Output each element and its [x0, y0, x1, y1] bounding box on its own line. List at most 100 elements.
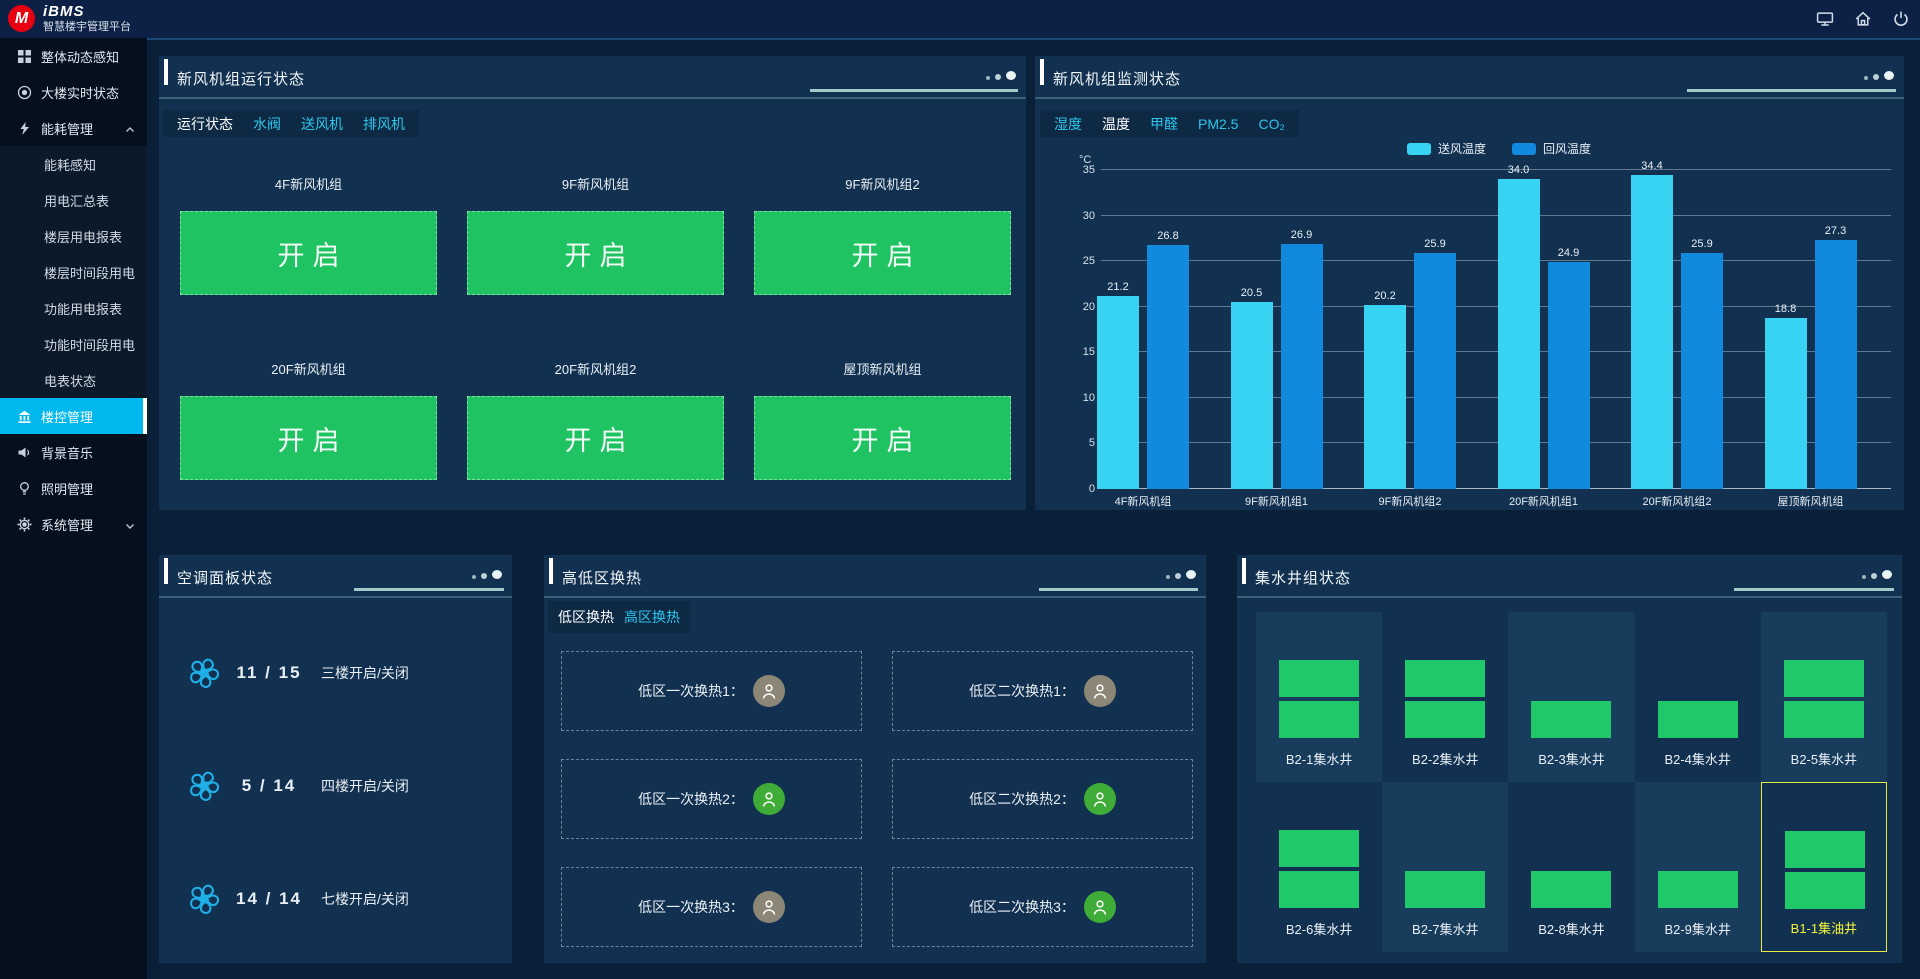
- unit-power-button[interactable]: 开启: [754, 211, 1011, 295]
- ac-row-1[interactable]: 5 / 14 四楼开启/关闭: [159, 764, 512, 808]
- fan-icon: [185, 767, 223, 805]
- grid-icon: [17, 49, 32, 64]
- sidebar-item-4[interactable]: 背景音乐: [0, 434, 147, 470]
- panel-sump-wells: 集水井组状态 B2-1集水井 B2-2集水井 B2-3集水井 B2-4集水井 B2-5集…: [1237, 555, 1902, 963]
- monitor-icon[interactable]: [1816, 10, 1834, 28]
- pump-status-bar: [1783, 701, 1864, 738]
- unit-power-button[interactable]: 开启: [180, 396, 437, 480]
- chevron-up-icon: [125, 123, 135, 133]
- sidebar-item-label: 楼控管理: [41, 409, 94, 425]
- sidebar-item-3[interactable]: 楼控管理: [0, 398, 147, 434]
- x-category-label: 屋顶新风机组: [1777, 496, 1844, 508]
- bar-回风温度-4F新风机组: [1147, 244, 1189, 489]
- unit-power-button[interactable]: 开启: [467, 211, 724, 295]
- heat-exchange-cell-0[interactable]: 低区一次换热1：: [561, 651, 862, 731]
- well-card-2[interactable]: B2-3集水井: [1508, 612, 1635, 782]
- tab-monitor-3[interactable]: PM2.5: [1198, 115, 1239, 132]
- pump-status-bar: [1405, 660, 1486, 697]
- heat-exchange-cell-3[interactable]: 低区二次换热2：: [892, 759, 1193, 839]
- panel-header: 高低区换热: [544, 555, 1206, 598]
- panel-title: 新风机组运行状态: [177, 71, 306, 88]
- sidebar-item-2[interactable]: 能耗管理: [0, 110, 147, 146]
- legend-item-送风温度[interactable]: 送风温度: [1407, 140, 1486, 157]
- dots-ornament-icon: [1864, 71, 1894, 80]
- well-card-1[interactable]: B2-2集水井: [1382, 612, 1508, 782]
- sidebar-item-0[interactable]: 整体动态感知: [0, 38, 147, 74]
- header-accent-bar: [1242, 558, 1246, 584]
- tab-run-2[interactable]: 送风机: [301, 115, 343, 132]
- pump-status-bar: [1279, 871, 1359, 908]
- well-card-4[interactable]: B2-5集水井: [1760, 612, 1887, 782]
- unit-power-button[interactable]: 开启: [467, 396, 724, 480]
- grid-line: [1101, 260, 1891, 262]
- sidebar-subitem-5[interactable]: 功能时间段用电: [44, 337, 136, 353]
- tab-monitor-2[interactable]: 甲醛: [1150, 115, 1178, 132]
- sidebar-subitem-4[interactable]: 功能用电报表: [44, 301, 123, 317]
- pump-status-bar: [1783, 660, 1864, 697]
- tab-hx-0[interactable]: 低区换热: [558, 609, 614, 625]
- unit-power-button[interactable]: 开启: [754, 396, 1011, 480]
- heat-exchange-label: 低区一次换热1：: [638, 683, 744, 699]
- sidebar-subitem-2[interactable]: 楼层用电报表: [44, 229, 123, 245]
- tab-monitor-0[interactable]: 湿度: [1054, 115, 1082, 132]
- tab-monitor-4[interactable]: CO₂: [1258, 115, 1285, 132]
- tab-monitor-1[interactable]: 温度: [1102, 115, 1130, 132]
- pump-status-bar: [1405, 871, 1486, 908]
- speaker-icon: [17, 445, 32, 460]
- dots-ornament-icon: [1862, 570, 1892, 579]
- well-card-0[interactable]: B2-1集水井: [1256, 612, 1383, 782]
- home-icon[interactable]: [1854, 10, 1872, 28]
- panel-ac-status: 空调面板状态 11 / 15 三楼开启/关闭 5 / 14 四楼开启/关闭 14 / 1…: [159, 555, 512, 963]
- sidebar-subitem-0[interactable]: 能耗感知: [44, 157, 97, 173]
- person-status-icon: [752, 675, 785, 707]
- well-card-5[interactable]: B2-6集水井: [1256, 782, 1382, 952]
- sidebar-item-5[interactable]: 照明管理: [0, 470, 147, 506]
- sidebar-subitem-3[interactable]: 楼层时间段用电: [44, 265, 136, 281]
- ac-row-0[interactable]: 11 / 15 三楼开启/关闭: [159, 651, 512, 695]
- heat-exchange-cell-4[interactable]: 低区一次换热3：: [561, 867, 862, 947]
- well-card-7[interactable]: B2-8集水井: [1508, 782, 1634, 952]
- heat-exchange-cell-1[interactable]: 低区二次换热1：: [892, 651, 1193, 731]
- ac-row-2[interactable]: 14 / 14 七楼开启/关闭: [159, 877, 512, 921]
- sidebar-subitem-6[interactable]: 电表状态: [44, 373, 97, 389]
- power-icon[interactable]: [1892, 10, 1910, 28]
- bar-回风温度-屋顶新风机组: [1814, 240, 1857, 489]
- well-card-9[interactable]: B1-1集油井: [1760, 782, 1887, 952]
- sidebar-subitem-1[interactable]: 用电汇总表: [44, 193, 110, 209]
- well-card-8[interactable]: B2-9集水井: [1634, 782, 1761, 952]
- tab-run-1[interactable]: 水阀: [253, 115, 281, 132]
- well-label: B2-3集水井: [1538, 752, 1605, 767]
- legend-item-回风温度[interactable]: 回风温度: [1512, 140, 1591, 157]
- y-axis-unit: °C: [1079, 154, 1092, 166]
- heat-exchange-cell-5[interactable]: 低区二次换热3：: [892, 867, 1193, 947]
- monitor-tabs: 湿度 温度 甲醛 PM2.5 CO₂: [1040, 110, 1299, 137]
- ac-floor-toggle-label: 三楼开启/关闭: [321, 665, 409, 681]
- fresh-air-tabs: 运行状态 水阀 送风机 排风机: [163, 110, 419, 137]
- y-tick-label: 5: [1088, 437, 1095, 450]
- panel-title: 新风机组监测状态: [1053, 71, 1182, 88]
- sidebar-item-label: 大楼实时状态: [41, 85, 120, 101]
- panel-header: 新风机组监测状态: [1035, 56, 1904, 99]
- pump-status-bar: [1784, 872, 1865, 909]
- heat-exchange-label: 低区二次换热1：: [969, 683, 1075, 699]
- unit-power-button[interactable]: 开启: [180, 211, 437, 295]
- header-decor-line: [1687, 89, 1896, 92]
- sidebar-item-label: 整体动态感知: [41, 49, 120, 65]
- header-decor-line: [1734, 588, 1894, 591]
- sidebar-item-1[interactable]: 大楼实时状态: [0, 74, 147, 110]
- person-status-icon: [1083, 891, 1116, 923]
- well-card-6[interactable]: B2-7集水井: [1382, 782, 1509, 952]
- bar-value-label: 20.2: [1374, 289, 1396, 302]
- tab-hx-1[interactable]: 高区换热: [624, 609, 680, 625]
- panel-title: 集水井组状态: [1255, 570, 1352, 587]
- legend-label: 回风温度: [1543, 142, 1592, 156]
- panel-header: 空调面板状态: [159, 555, 512, 598]
- bar-value-label: 24.9: [1557, 247, 1580, 260]
- temperature-bar-chart: °C 0 5 10 15 20 25 30 35 21.2 26.8 4F新风机组 20.5 26.9 9F…: [1053, 154, 1893, 509]
- sidebar-item-6[interactable]: 系统管理: [0, 506, 147, 542]
- dots-ornament-icon: [1166, 570, 1196, 579]
- tab-run-0[interactable]: 运行状态: [177, 115, 233, 132]
- well-card-3[interactable]: B2-4集水井: [1635, 612, 1761, 782]
- heat-exchange-cell-2[interactable]: 低区一次换热2：: [561, 759, 862, 839]
- tab-run-3[interactable]: 排风机: [363, 115, 405, 132]
